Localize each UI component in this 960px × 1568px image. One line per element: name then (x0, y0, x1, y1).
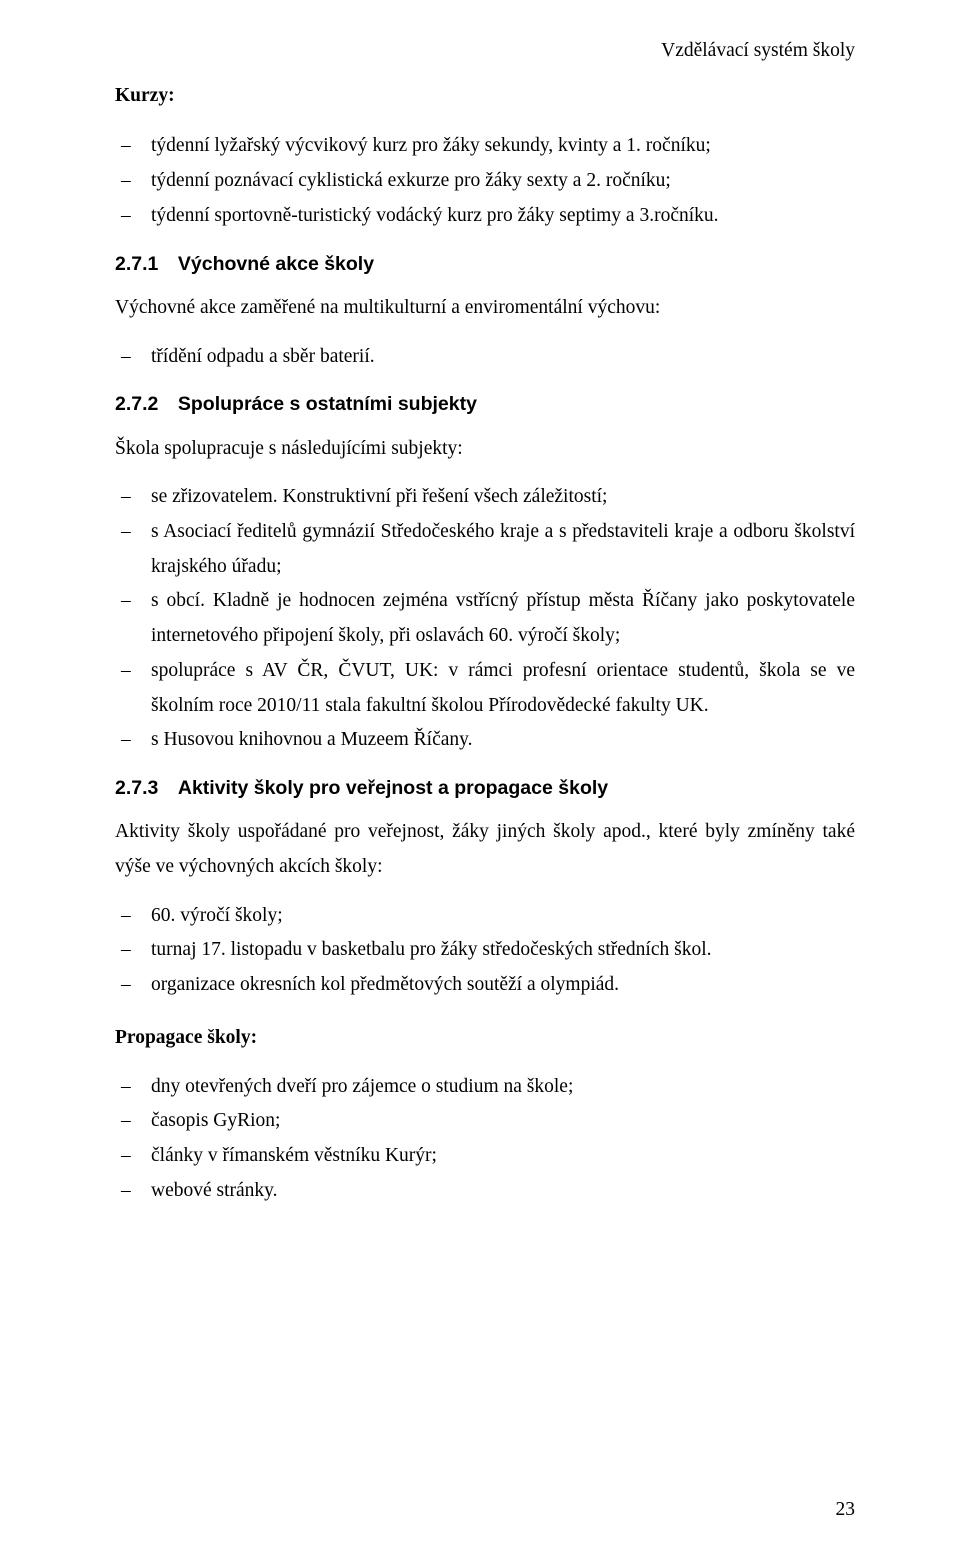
heading-273: 2.7.3 Aktivity školy pro veřejnost a pro… (115, 776, 855, 801)
list-item: se zřizovatelem. Konstruktivní při řešen… (115, 480, 855, 515)
list-item: dny otevřených dveří pro zájemce o studi… (115, 1070, 855, 1105)
list-item: s obcí. Kladně je hodnocen zejména vstří… (115, 584, 855, 653)
list-item: týdenní poznávací cyklistická exkurze pr… (115, 164, 855, 199)
page-container: Vzdělávací systém školy Kurzy: týdenní l… (0, 0, 960, 1568)
page-number: 23 (836, 1493, 856, 1528)
sec272-list: se zřizovatelem. Konstruktivní při řešen… (115, 480, 855, 758)
list-item: 60. výročí školy; (115, 899, 855, 934)
heading-271: 2.7.1 Výchovné akce školy (115, 252, 855, 277)
kurzy-list: týdenní lyžařský výcvikový kurz pro žáky… (115, 129, 855, 233)
list-item: týdenní lyžařský výcvikový kurz pro žáky… (115, 129, 855, 164)
list-item: týdenní sportovně-turistický vodácký kur… (115, 199, 855, 234)
running-header: Vzdělávací systém školy (115, 34, 855, 69)
list-item: organizace okresních kol předmětových so… (115, 968, 855, 1003)
list-item: třídění odpadu a sběr baterií. (115, 340, 855, 375)
sec273-list: 60. výročí školy; turnaj 17. listopadu v… (115, 899, 855, 1003)
paragraph-271-intro: Výchovné akce zaměřené na multikulturní … (115, 291, 855, 326)
propagace-label: Propagace školy: (115, 1021, 855, 1056)
list-item: webové stránky. (115, 1174, 855, 1209)
sec271-list: třídění odpadu a sběr baterií. (115, 340, 855, 375)
list-item: spolupráce s AV ČR, ČVUT, UK: v rámci pr… (115, 654, 855, 723)
paragraph-272-intro: Škola spolupracuje s následujícími subje… (115, 432, 855, 467)
list-item: s Asociací ředitelů gymnázií Středočeské… (115, 515, 855, 584)
propagace-list: dny otevřených dveří pro zájemce o studi… (115, 1070, 855, 1209)
list-item: články v římanském věstníku Kurýr; (115, 1139, 855, 1174)
list-item: turnaj 17. listopadu v basketbalu pro žá… (115, 933, 855, 968)
kurzy-label-text: Kurzy (115, 85, 168, 106)
list-item: s Husovou knihovnou a Muzeem Říčany. (115, 723, 855, 758)
kurzy-label: Kurzy: (115, 79, 855, 114)
paragraph-273-intro: Aktivity školy uspořádané pro veřejnost,… (115, 815, 855, 884)
heading-272: 2.7.2 Spolupráce s ostatními subjekty (115, 392, 855, 417)
list-item: časopis GyRion; (115, 1104, 855, 1139)
